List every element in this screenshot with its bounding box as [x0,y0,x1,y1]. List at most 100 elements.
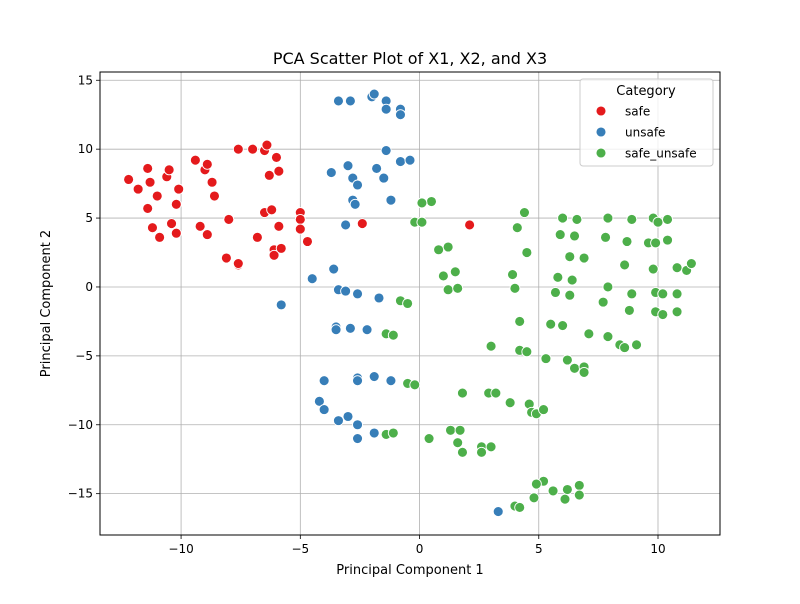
data-point-safe_unsafe [662,213,673,225]
data-point-safe_unsafe [647,263,659,275]
data-point-safe_unsafe [557,212,569,224]
data-point-unsafe [492,506,504,518]
data-point-safe [356,218,368,230]
data-point-safe [232,258,244,269]
data-point-unsafe [333,95,344,107]
data-point-safe [163,164,175,176]
x-axis-label: Principal Component 1 [336,563,483,578]
data-point-safe_unsafe [509,282,521,294]
data-point-safe_unsafe [437,270,449,282]
data-point-unsafe [352,288,363,300]
data-point-unsafe [395,109,406,121]
data-point-unsafe [340,219,352,231]
data-point-safe_unsafe [650,237,662,249]
data-point-safe_unsafe [552,271,564,283]
chart-title: PCA Scatter Plot of X1, X2, and X3 [273,49,547,68]
data-point-safe_unsafe [583,328,595,340]
data-point-safe_unsafe [485,441,497,453]
data-point-unsafe [328,263,340,275]
data-point-safe_unsafe [597,296,609,308]
data-point-safe [263,169,275,181]
legend-box [579,78,714,167]
legend-label-safe: safe [625,105,650,119]
data-point-safe_unsafe [569,230,580,242]
data-point-safe_unsafe [657,288,669,300]
y-tick-label: 5 [85,211,93,225]
data-point-unsafe [342,411,354,422]
data-point-safe_unsafe [602,281,614,293]
data-point-safe_unsafe [573,489,585,501]
data-point-unsafe [373,292,385,304]
legend-marker-safe [595,105,607,117]
data-point-safe_unsafe [530,478,542,490]
data-point-safe_unsafe [554,229,566,241]
y-tick-label: 15 [78,73,93,87]
data-point-safe_unsafe [402,298,414,309]
data-point-safe [154,231,166,243]
legend-marker-unsafe [595,126,607,138]
data-point-safe_unsafe [442,241,454,253]
data-point-safe_unsafe [561,354,573,366]
x-tick-label: −5 [291,542,309,556]
data-point-safe_unsafe [538,404,549,416]
legend: Category safe unsafe safe_unsafe [579,78,714,167]
data-point-unsafe [385,375,397,387]
data-point-unsafe [371,163,383,174]
data-point-safe_unsafe [685,258,697,269]
data-point-safe_unsafe [550,287,561,298]
data-point-safe_unsafe [540,353,552,365]
y-tick-label: −15 [68,487,93,501]
data-point-safe_unsafe [626,213,638,225]
data-point-safe [142,163,154,174]
data-point-safe_unsafe [445,424,456,436]
x-tick-label: 5 [535,542,543,556]
data-point-unsafe [318,404,330,416]
data-point-unsafe [380,103,392,115]
data-point-safe_unsafe [545,318,557,330]
data-point-safe_unsafe [416,216,428,228]
data-point-safe [273,220,285,232]
data-point-unsafe [342,160,354,172]
data-point-safe_unsafe [602,212,614,224]
data-point-unsafe [352,375,363,387]
data-point-unsafe [352,179,363,191]
data-point-safe_unsafe [578,366,590,378]
data-point-unsafe [352,433,363,444]
data-point-safe_unsafe [619,342,631,354]
data-point-safe_unsafe [578,252,590,264]
data-point-safe_unsafe [564,289,576,301]
data-point-safe_unsafe [449,266,461,278]
data-point-safe_unsafe [657,309,669,320]
data-point-safe_unsafe [521,346,533,358]
y-tick-label: −5 [75,349,93,363]
data-point-safe [209,190,220,202]
data-point-safe [273,165,285,177]
data-point-safe [271,151,282,163]
y-tick-label: 0 [85,280,93,294]
data-point-safe_unsafe [457,446,468,458]
data-point-safe_unsafe [559,493,571,505]
data-point-safe [294,213,306,225]
data-point-safe [173,183,185,195]
y-axis-label: Principal Component 2 [39,230,54,377]
data-point-safe_unsafe [662,234,673,246]
data-point-safe_unsafe [621,236,633,247]
data-point-safe_unsafe [547,485,559,497]
data-point-safe [151,190,163,202]
data-point-safe [147,222,158,234]
data-point-unsafe [349,198,361,210]
data-point-unsafe [361,324,373,336]
data-point-safe_unsafe [671,262,683,274]
data-point-safe_unsafe [623,304,635,316]
data-point-safe [170,198,182,210]
data-point-safe [201,158,213,170]
data-point-safe_unsafe [573,479,585,491]
data-point-safe_unsafe [387,427,399,439]
data-point-safe_unsafe [409,379,421,391]
data-point-safe [194,220,206,232]
data-point-safe_unsafe [426,196,437,207]
data-point-safe_unsafe [671,306,683,318]
data-point-safe_unsafe [566,274,578,286]
